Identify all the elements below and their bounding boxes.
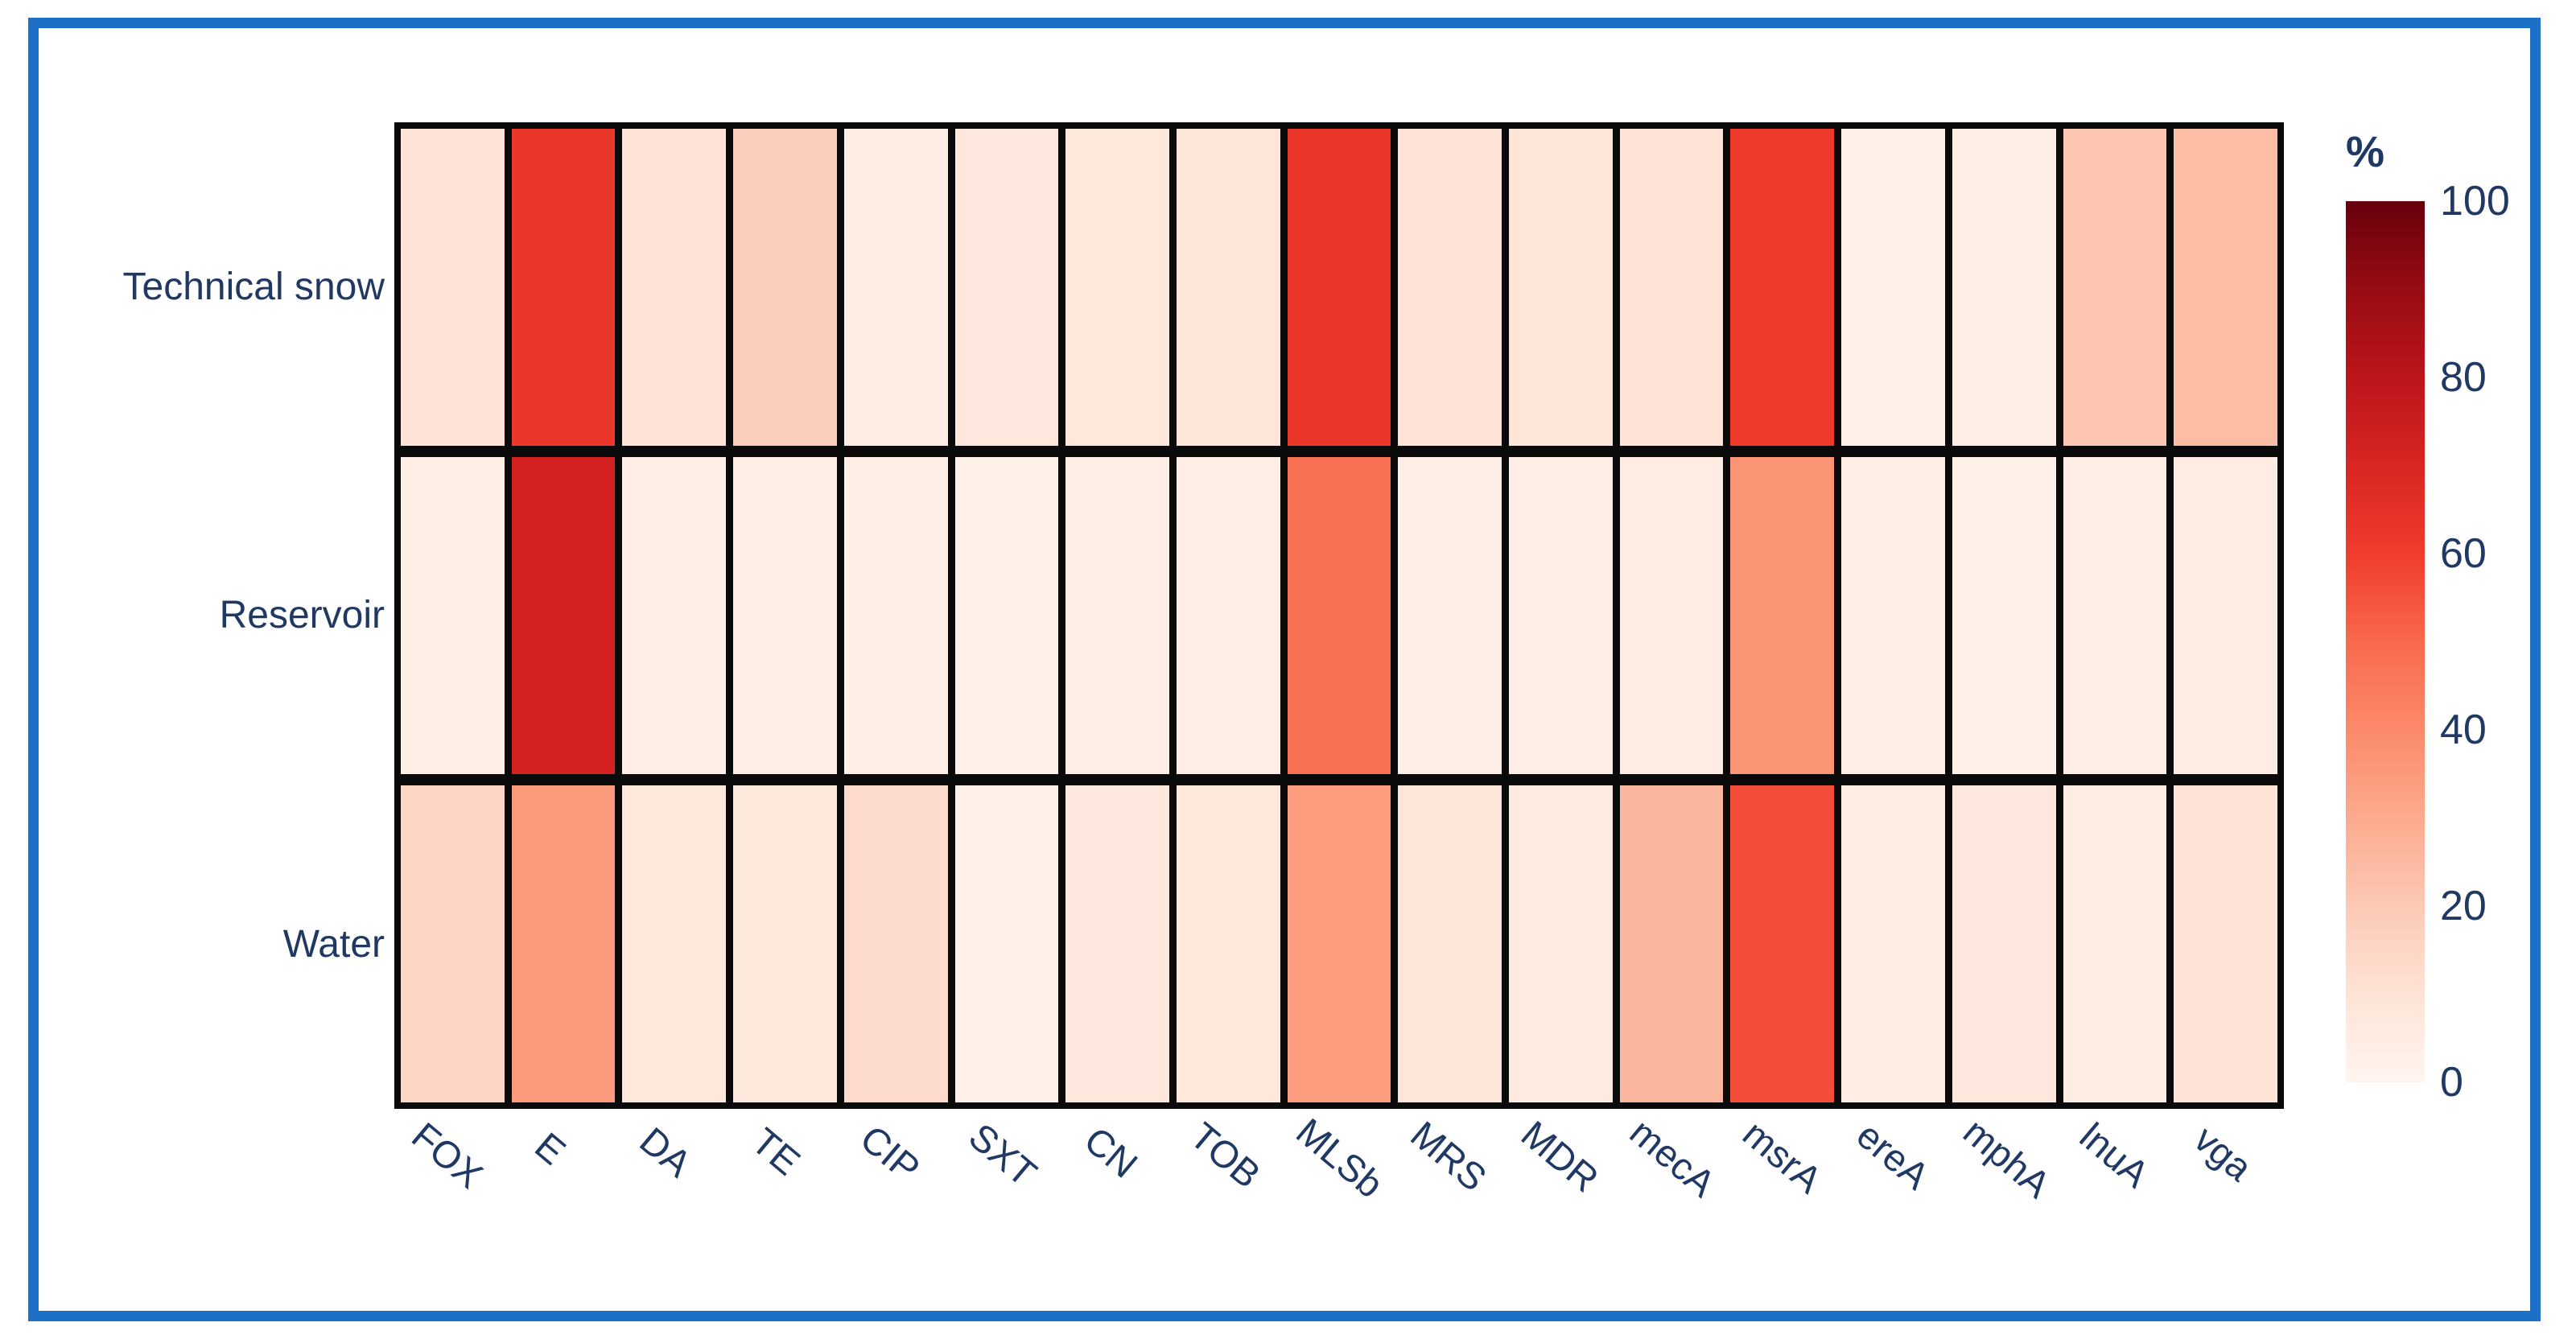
heatmap-cell bbox=[401, 785, 505, 1102]
heatmap-cell bbox=[733, 129, 837, 446]
heatmap-cell bbox=[733, 785, 837, 1102]
heatmap-cell bbox=[1841, 785, 1945, 1102]
colorbar-tick-label: 0 bbox=[2440, 1059, 2463, 1106]
y-axis-label: Reservoir bbox=[219, 594, 385, 637]
heatmap-cell bbox=[1509, 457, 1613, 774]
heatmap-cell bbox=[1287, 785, 1391, 1102]
heatmap-cell bbox=[954, 129, 1059, 446]
colorbar-tick-label: 60 bbox=[2440, 530, 2487, 577]
heatmap-cell bbox=[733, 457, 837, 774]
heatmap-cell bbox=[954, 785, 1059, 1102]
heatmap-cell bbox=[843, 457, 948, 774]
heatmap-cell bbox=[1065, 129, 1169, 446]
heatmap-cell bbox=[1176, 129, 1280, 446]
colorbar-title: % bbox=[2346, 128, 2385, 176]
heatmap-grid bbox=[394, 122, 2284, 1109]
heatmap-cell bbox=[622, 785, 727, 1102]
y-axis-label: Water bbox=[282, 923, 385, 966]
heatmap-cell bbox=[2174, 785, 2277, 1102]
heatmap-cell bbox=[843, 129, 948, 446]
heatmap-cell bbox=[1065, 457, 1169, 774]
heatmap-cell bbox=[1619, 457, 1724, 774]
heatmap-cell bbox=[622, 129, 727, 446]
heatmap-cell bbox=[1398, 785, 1502, 1102]
colorbar-tick-label: 40 bbox=[2440, 707, 2487, 753]
heatmap-cell bbox=[954, 457, 1059, 774]
heatmap-cell bbox=[1730, 785, 1835, 1102]
heatmap-cell bbox=[1841, 457, 1945, 774]
heatmap-cell bbox=[1398, 129, 1502, 446]
heatmap-cell bbox=[2174, 129, 2277, 446]
heatmap-cell bbox=[2063, 785, 2167, 1102]
heatmap-cell bbox=[2174, 457, 2277, 774]
heatmap-cell bbox=[1952, 129, 2056, 446]
colorbar-tick-label: 100 bbox=[2440, 178, 2510, 225]
heatmap-cell bbox=[1398, 457, 1502, 774]
colorbar-tick-label: 20 bbox=[2440, 883, 2487, 929]
heatmap-cell bbox=[1952, 785, 2056, 1102]
colorbar-gradient bbox=[2346, 201, 2425, 1082]
heatmap-cell bbox=[2063, 129, 2167, 446]
heatmap-cell bbox=[401, 457, 505, 774]
heatmap-cell bbox=[1509, 129, 1613, 446]
heatmap-cell bbox=[843, 785, 948, 1102]
heatmap-cell bbox=[401, 129, 505, 446]
heatmap-cell bbox=[1619, 129, 1724, 446]
heatmap-cell bbox=[511, 785, 616, 1102]
heatmap-cell bbox=[1730, 129, 1835, 446]
heatmap-cell bbox=[1619, 785, 1724, 1102]
heatmap-cell bbox=[1952, 457, 2056, 774]
heatmap-cell bbox=[1176, 457, 1280, 774]
heatmap-cell bbox=[1065, 785, 1169, 1102]
heatmap-cell bbox=[1287, 457, 1391, 774]
heatmap-cell bbox=[511, 129, 616, 446]
heatmap-cell bbox=[1176, 785, 1280, 1102]
heatmap-cell bbox=[511, 457, 616, 774]
colorbar-tick-label: 80 bbox=[2440, 354, 2487, 401]
y-axis-label: Technical snow bbox=[122, 265, 385, 308]
heatmap-cell bbox=[622, 457, 727, 774]
heatmap-cell bbox=[2063, 457, 2167, 774]
heatmap-cell bbox=[1841, 129, 1945, 446]
heatmap-cell bbox=[1730, 457, 1835, 774]
heatmap-cell bbox=[1509, 785, 1613, 1102]
figure-frame bbox=[28, 18, 2541, 1321]
heatmap-cell bbox=[1287, 129, 1391, 446]
